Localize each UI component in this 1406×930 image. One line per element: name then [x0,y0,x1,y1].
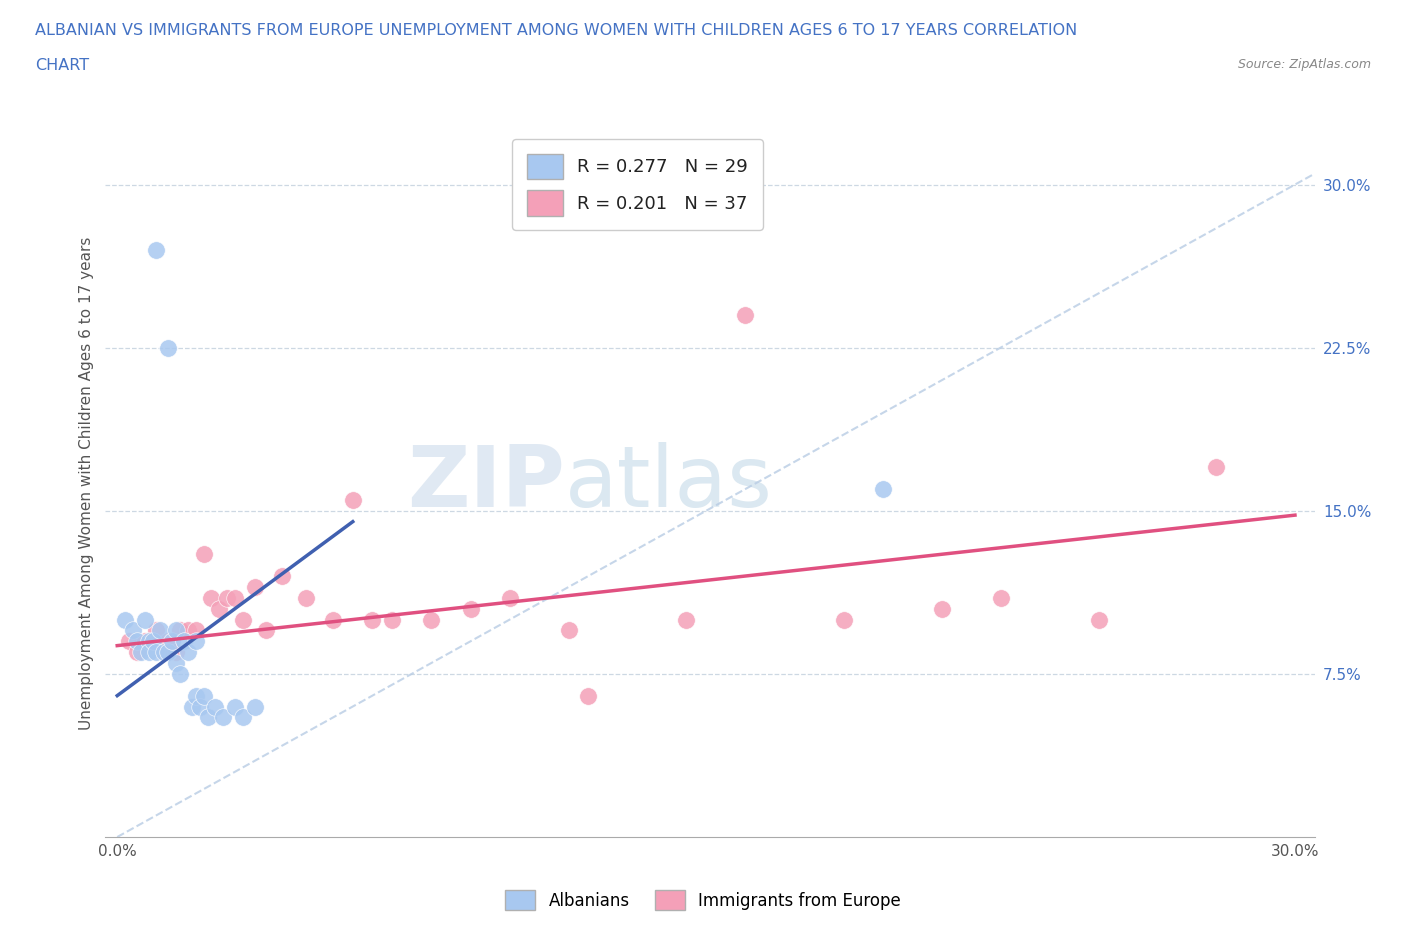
Point [157,634,180,649]
Point [138,634,160,649]
Point [125,644,148,659]
Point [165,656,187,671]
Point [990,591,1012,605]
Point [342,493,364,508]
Point [931,601,953,616]
Point [243,579,266,594]
Text: ALBANIAN VS IMMIGRANTS FROM EUROPE UNEMPLOYMENT AMONG WOMEN WITH CHILDREN AGES 6: ALBANIAN VS IMMIGRANTS FROM EUROPE UNEMP… [35,23,1077,38]
Point [165,644,187,659]
Point [160,634,183,649]
Point [169,623,191,638]
Point [142,634,165,649]
Text: ZIP: ZIP [408,442,565,525]
Point [204,699,226,714]
Point [188,699,211,714]
Point [420,612,443,627]
Point [134,634,156,649]
Point [217,591,239,605]
Point [832,612,855,627]
Point [243,699,266,714]
Point [734,308,756,323]
Point [125,634,148,649]
Point [557,623,579,638]
Point [271,568,294,583]
Point [193,547,215,562]
Point [675,612,697,627]
Point [197,710,219,724]
Point [232,710,254,724]
Legend: Albanians, Immigrants from Europe: Albanians, Immigrants from Europe [499,884,907,917]
Point [153,644,176,659]
Point [157,644,180,659]
Point [157,340,180,355]
Legend: R = 0.277   N = 29, R = 0.201   N = 37: R = 0.277 N = 29, R = 0.201 N = 37 [512,140,762,230]
Point [224,699,246,714]
Point [177,623,200,638]
Point [145,243,167,258]
Point [232,612,254,627]
Y-axis label: Unemployment Among Women with Children Ages 6 to 17 years: Unemployment Among Women with Children A… [79,237,94,730]
Point [184,634,207,649]
Point [114,612,136,627]
Point [254,623,277,638]
Point [193,688,215,703]
Point [118,634,141,649]
Point [177,644,200,659]
Point [200,591,222,605]
Point [460,601,482,616]
Point [184,688,207,703]
Point [872,482,894,497]
Point [294,591,316,605]
Point [165,623,187,638]
Point [153,644,176,659]
Point [212,710,235,724]
Point [145,644,167,659]
Point [322,612,344,627]
Point [499,591,522,605]
Point [1205,459,1227,474]
Point [134,612,156,627]
Text: Source: ZipAtlas.com: Source: ZipAtlas.com [1237,58,1371,71]
Point [169,667,191,682]
Text: atlas: atlas [565,442,773,525]
Point [576,688,599,703]
Point [173,634,195,649]
Point [184,623,207,638]
Point [224,591,246,605]
Point [361,612,384,627]
Point [129,644,152,659]
Point [149,623,172,638]
Point [145,623,167,638]
Point [208,601,231,616]
Point [138,644,160,659]
Point [1087,612,1109,627]
Point [122,623,145,638]
Point [142,634,165,649]
Point [381,612,404,627]
Text: CHART: CHART [35,58,89,73]
Point [180,699,202,714]
